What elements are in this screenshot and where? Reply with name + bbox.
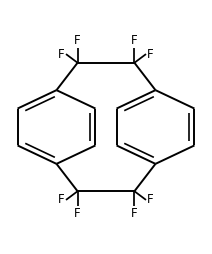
Text: F: F — [74, 34, 81, 46]
Text: F: F — [74, 208, 81, 220]
Text: F: F — [131, 34, 138, 46]
Text: F: F — [131, 208, 138, 220]
Text: F: F — [147, 47, 154, 60]
Text: F: F — [58, 194, 65, 207]
Text: F: F — [58, 47, 65, 60]
Text: F: F — [147, 194, 154, 207]
